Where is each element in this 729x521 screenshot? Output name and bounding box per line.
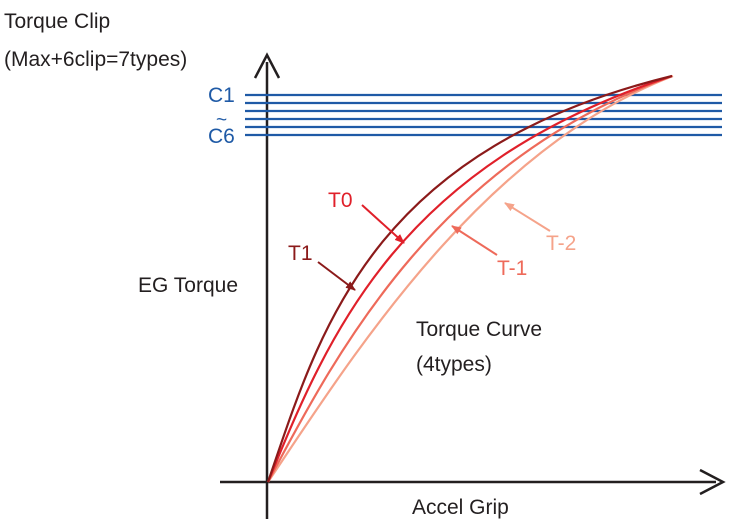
clip-label-c6: C6: [208, 125, 235, 148]
curve-t-2: [267, 74, 674, 483]
curves-note-line1: Torque Curve: [416, 318, 542, 341]
pointer-t-1: [451, 225, 498, 256]
curve-t1: [266, 74, 673, 483]
curve-label-t1: T1: [288, 242, 313, 265]
curve-label-t-2: T-2: [546, 232, 576, 255]
curve-label-t0: T0: [328, 189, 353, 212]
y-axis-arrowhead: [253, 52, 281, 79]
curve-label-t-1: T-1: [497, 257, 527, 280]
clip-label-c1: C1: [208, 84, 235, 107]
curve-t-1: [267, 74, 673, 483]
curve-t0: [266, 74, 673, 483]
curve-pointers: [317, 202, 551, 291]
pointer-t1: [317, 261, 356, 291]
clip-label-tilde: ~: [216, 110, 227, 131]
torque-curves: [266, 74, 674, 483]
clip-lines: [245, 93, 722, 137]
axes: [220, 52, 726, 519]
pointer-t0: [361, 204, 405, 244]
title-line2: (Max+6clip=7types): [4, 48, 187, 71]
curves-note-line2: (4types): [416, 353, 492, 376]
pointer-t-2: [504, 202, 551, 232]
x-axis-label: Accel Grip: [412, 496, 509, 519]
y-axis-label: EG Torque: [138, 274, 238, 297]
x-axis-arrowhead: [699, 468, 726, 496]
title-line1: Torque Clip: [4, 10, 110, 33]
